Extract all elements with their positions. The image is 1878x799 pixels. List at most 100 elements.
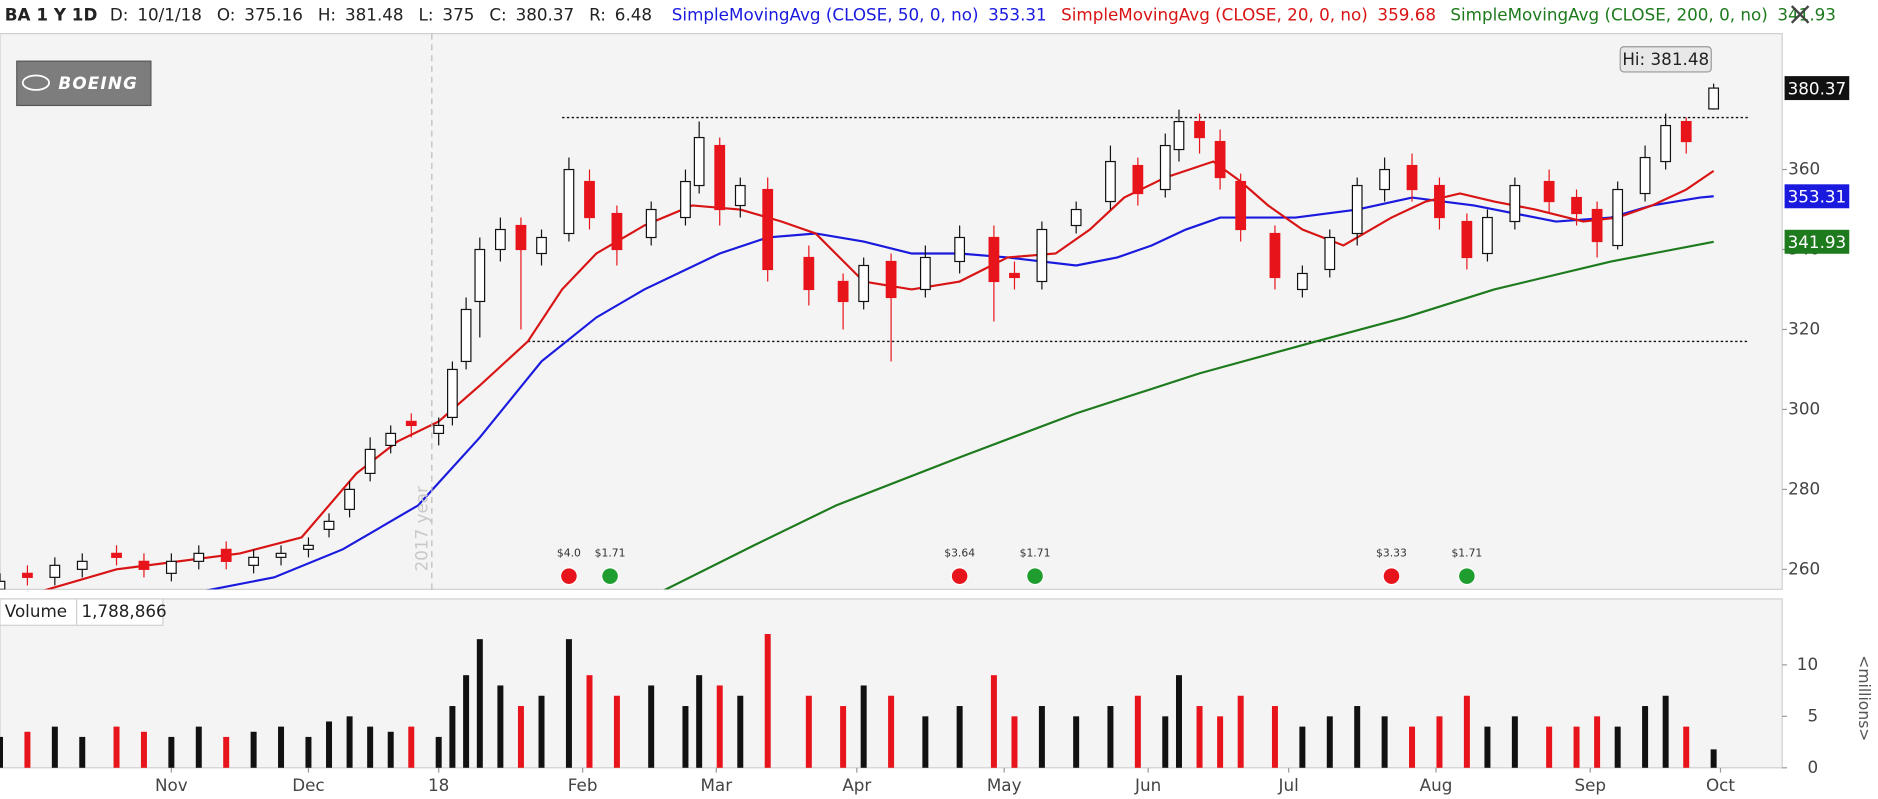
header-value: 375 bbox=[442, 5, 474, 25]
volume-bar bbox=[1271, 706, 1278, 768]
x-tick-label: Feb bbox=[568, 775, 598, 795]
y-tick-label: 360 bbox=[1788, 159, 1820, 179]
volume-bar bbox=[1409, 726, 1416, 768]
candle-body bbox=[460, 308, 472, 363]
candle-body bbox=[1509, 184, 1521, 223]
volume-bar bbox=[1573, 726, 1580, 768]
header-label: D: bbox=[110, 5, 129, 25]
volume-bar bbox=[716, 685, 723, 768]
volume-bar bbox=[860, 685, 867, 768]
close-icon[interactable] bbox=[1790, 5, 1810, 24]
candle-body bbox=[1269, 232, 1281, 279]
volume-y-tick-label: 5 bbox=[1807, 705, 1818, 725]
volume-bar bbox=[696, 675, 703, 768]
candle-body bbox=[803, 256, 815, 291]
candle-body bbox=[344, 488, 355, 510]
candle-body bbox=[220, 548, 232, 562]
volume-bar bbox=[0, 736, 3, 768]
volume-axis-label: <millions> bbox=[1855, 655, 1873, 741]
candle-body bbox=[1009, 272, 1020, 279]
legend-value: 359.68 bbox=[1377, 5, 1436, 25]
x-tick-label: 18 bbox=[428, 775, 449, 795]
volume-bar bbox=[1594, 716, 1601, 768]
candle-body bbox=[1194, 120, 1205, 139]
candle-body bbox=[248, 556, 260, 566]
logo-box bbox=[16, 60, 152, 107]
volume-title: Volume bbox=[5, 601, 67, 621]
volume-bar bbox=[1546, 726, 1553, 768]
volume-bar bbox=[1662, 695, 1669, 768]
year-label: 2017 year bbox=[411, 486, 431, 571]
x-tick-label: Dec bbox=[292, 775, 324, 795]
volume-bar bbox=[1162, 716, 1169, 768]
candle-body bbox=[165, 560, 177, 574]
legend-name: SimpleMovingAvg (CLOSE, 200, 0, no) bbox=[1450, 5, 1767, 25]
volume-bar bbox=[517, 706, 524, 768]
ma-value-label: 341.93 bbox=[1788, 232, 1847, 252]
x-tick-label: Mar bbox=[700, 775, 732, 795]
volume-bar bbox=[140, 731, 147, 768]
candle-body bbox=[49, 564, 61, 578]
event-icon bbox=[1026, 567, 1045, 586]
close-stroke[interactable] bbox=[1790, 5, 1810, 24]
volume-bar bbox=[408, 726, 415, 768]
candle-body bbox=[385, 432, 397, 447]
candle-body bbox=[1680, 120, 1692, 143]
event-icon bbox=[559, 567, 578, 586]
header-label: L: bbox=[419, 5, 434, 25]
candle-body bbox=[1612, 188, 1624, 247]
header-label: H: bbox=[318, 5, 336, 25]
candle-body bbox=[536, 236, 547, 255]
volume-bar bbox=[840, 706, 847, 768]
volume-bar bbox=[51, 726, 58, 768]
volume-bar bbox=[463, 675, 470, 768]
candle-body bbox=[1660, 124, 1672, 163]
candle-body bbox=[563, 168, 575, 235]
candle-body bbox=[1379, 168, 1391, 191]
candle-body bbox=[645, 208, 657, 239]
volume-bar bbox=[476, 639, 483, 768]
volume-y-tick-label: 0 bbox=[1807, 757, 1818, 777]
candle-body bbox=[1351, 184, 1363, 235]
event-label: $4.0 bbox=[557, 546, 581, 559]
volume-bar bbox=[613, 695, 620, 768]
event-label: $1.71 bbox=[1451, 546, 1482, 559]
last-price-label-box bbox=[1784, 76, 1850, 101]
header-title: BA 1 Y 1D bbox=[5, 5, 98, 25]
volume-bar bbox=[1463, 695, 1470, 768]
event-icon bbox=[1457, 567, 1476, 586]
header-value: 381.48 bbox=[345, 5, 404, 25]
header-value: 375.16 bbox=[244, 5, 303, 25]
candle-body bbox=[1235, 180, 1247, 231]
volume-bar bbox=[1710, 749, 1717, 768]
volume-bar bbox=[1134, 695, 1141, 768]
legend-value: 353.31 bbox=[988, 5, 1047, 25]
legend-name: SimpleMovingAvg (CLOSE, 20, 0, no) bbox=[1061, 5, 1368, 25]
candle-body bbox=[680, 180, 691, 219]
candle-body bbox=[275, 552, 287, 558]
ma-value-label: 353.31 bbox=[1788, 186, 1847, 206]
candle-body bbox=[1591, 208, 1603, 243]
volume-bar bbox=[1237, 695, 1244, 768]
volume-bar bbox=[538, 695, 545, 768]
candle-body bbox=[1105, 160, 1116, 203]
candle-body bbox=[405, 420, 417, 427]
candle-body bbox=[919, 256, 931, 291]
candle-body bbox=[494, 228, 506, 251]
candle-body bbox=[988, 236, 1000, 283]
volume-bar bbox=[1326, 716, 1333, 768]
candle-body bbox=[954, 236, 966, 263]
volume-bar bbox=[435, 736, 442, 768]
candle-body bbox=[474, 248, 486, 303]
candle-body bbox=[693, 136, 705, 187]
x-tick-label: Oct bbox=[1706, 775, 1735, 795]
volume-bar bbox=[888, 695, 895, 768]
legend-name: SimpleMovingAvg (CLOSE, 50, 0, no) bbox=[672, 5, 979, 25]
volume-bar bbox=[113, 726, 120, 768]
candle-body bbox=[1461, 220, 1473, 259]
volume-bar bbox=[387, 731, 394, 768]
volume-bar bbox=[250, 731, 257, 768]
candle-body bbox=[1159, 144, 1171, 191]
